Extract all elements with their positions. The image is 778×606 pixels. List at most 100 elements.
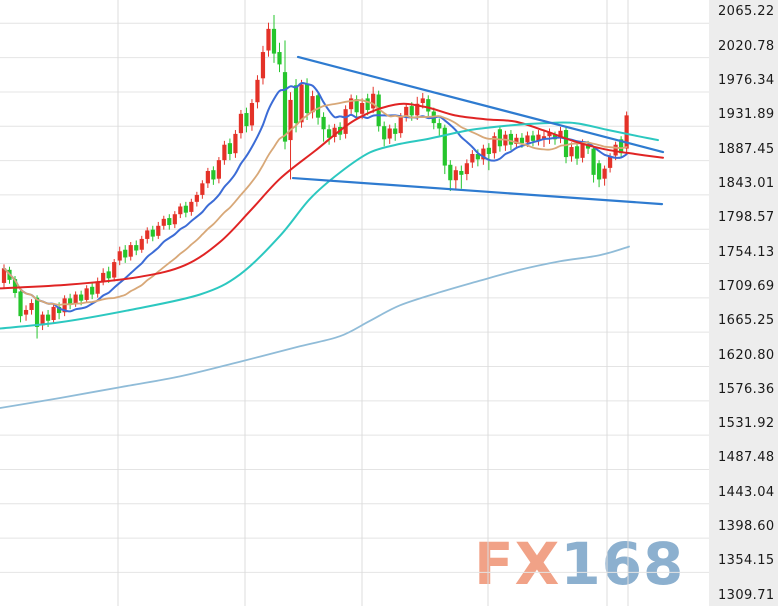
candle-up — [525, 135, 530, 143]
price-axis-label: 1354.15 — [718, 553, 775, 569]
candle-down — [376, 94, 381, 127]
candle-up — [343, 109, 348, 134]
candle-down — [34, 297, 40, 327]
candle-up — [139, 238, 144, 250]
candle-up — [161, 218, 166, 226]
candle-up — [145, 230, 150, 239]
candle-down — [57, 306, 62, 314]
price-axis-label: 1443.04 — [718, 484, 775, 500]
candle-down — [211, 170, 216, 180]
candle-up — [128, 245, 133, 257]
candle-up — [514, 137, 519, 144]
candle-up — [260, 52, 266, 79]
candle-down — [18, 291, 23, 317]
candle-up — [40, 314, 45, 326]
candle-up — [156, 225, 161, 236]
candle-up — [189, 201, 194, 212]
price-axis-label: 1798.57 — [718, 210, 775, 226]
candle-up — [310, 96, 315, 113]
candle-down — [90, 286, 95, 295]
ma-medium-tan — [3, 99, 628, 306]
candle-up — [194, 194, 199, 202]
candle-down — [150, 229, 155, 237]
candle-down — [442, 127, 447, 166]
candle-up — [23, 309, 29, 315]
candle-down — [530, 135, 536, 141]
candle-up — [404, 106, 409, 117]
candle-up — [205, 170, 210, 184]
price-axis-label: 2020.78 — [718, 38, 775, 54]
candle-down — [271, 28, 277, 54]
candle-down — [244, 113, 249, 127]
candle-down — [596, 163, 602, 180]
price-axis-label: 1620.80 — [718, 347, 775, 363]
candle-up — [398, 116, 403, 134]
price-axis-label: 1754.13 — [718, 244, 775, 260]
candle-up — [602, 168, 607, 179]
candle-up — [178, 206, 183, 215]
candle-up — [541, 136, 547, 140]
candle-up — [117, 251, 122, 261]
candle-up — [288, 99, 293, 141]
candle-down — [293, 85, 299, 124]
price-axis-label: 1976.34 — [718, 72, 775, 88]
candle-up — [62, 298, 67, 313]
candle-up — [299, 84, 304, 123]
candle-down — [326, 129, 332, 138]
candle-down — [68, 298, 73, 305]
candle-up — [233, 133, 238, 154]
candle-down — [619, 139, 624, 154]
candle-up — [470, 153, 475, 163]
price-axis-label: 1931.89 — [718, 107, 775, 123]
candle-down — [315, 95, 321, 118]
candle-down — [426, 99, 431, 112]
candle-down — [508, 133, 514, 145]
ma-fast-blue — [3, 81, 628, 313]
candle-down — [591, 148, 596, 175]
candle-up — [580, 143, 585, 158]
candle-down — [475, 153, 480, 160]
candle-up — [371, 93, 376, 109]
candle-up — [112, 262, 117, 278]
candle-up — [420, 98, 425, 104]
candle-down — [79, 294, 84, 301]
candle-down — [574, 146, 580, 159]
candle-up — [238, 113, 244, 134]
candle-up — [73, 294, 78, 304]
candle-up — [608, 156, 613, 168]
candle-down — [304, 83, 310, 114]
candle-up — [95, 281, 100, 294]
candle-down — [393, 128, 398, 134]
candle-up — [481, 148, 486, 160]
candle-down — [227, 143, 233, 154]
price-axis-label: 1309.71 — [718, 587, 775, 603]
candles-group — [1, 14, 629, 339]
price-axis-label: 2065.22 — [718, 4, 775, 20]
candle-up — [29, 303, 34, 310]
candle-up — [216, 160, 221, 179]
candle-down — [45, 314, 51, 321]
candle-up — [1, 268, 7, 283]
watermark-168: 168 — [560, 530, 685, 598]
candle-down — [354, 99, 359, 113]
candle-up — [172, 214, 177, 225]
price-axis-label: 1398.60 — [718, 519, 775, 535]
candle-down — [183, 205, 188, 213]
candle-up — [51, 306, 56, 321]
candle-up — [547, 132, 552, 137]
candle-up — [349, 98, 354, 110]
candle-up — [453, 170, 458, 181]
candle-up — [84, 288, 89, 300]
ma-slow-red — [0, 102, 664, 290]
trendline-lower — [291, 176, 664, 206]
candle-up — [558, 130, 563, 139]
candle-up — [624, 115, 629, 149]
candle-down — [459, 170, 464, 175]
price-axis-label: 1843.01 — [718, 175, 775, 191]
price-axis-label: 1709.69 — [718, 278, 775, 294]
candle-up — [569, 147, 574, 157]
candle-up — [360, 103, 365, 114]
candle-down — [277, 52, 282, 65]
